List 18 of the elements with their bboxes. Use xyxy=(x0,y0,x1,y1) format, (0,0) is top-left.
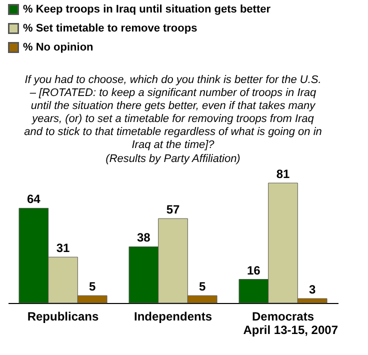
legend-label: % No opinion xyxy=(23,42,94,54)
data-label: 57 xyxy=(166,202,180,217)
data-label: 81 xyxy=(276,167,290,181)
data-label: 3 xyxy=(308,282,316,297)
text: April 13-15, 2007 xyxy=(243,323,338,337)
legend-label: % Keep troops in Iraq until situation gets better xyxy=(23,4,272,16)
chart-subtitle: (Results by Party Affiliation) xyxy=(106,153,241,165)
data-label: 5 xyxy=(198,280,206,294)
legend-label: % Set timetable to remove troops xyxy=(23,22,198,34)
data-label: 16 xyxy=(246,263,261,278)
x-tick-label: Republicans xyxy=(27,310,99,324)
x-tick-label: Democrats xyxy=(252,310,314,324)
data-label: 38 xyxy=(136,230,151,245)
data-label: 31 xyxy=(56,241,70,256)
x-tick-label: Independents xyxy=(134,310,212,324)
chart-title: If you had to choose, which do you think is better for the U.S. – [ROTATED: to keep a significant number of troops in Iraq until the situation there gets better, even if that takes many years, (or) to set a timetable for removing troops from Iraq and to stick to that timetable regardless of what is going on in Iraq at the time]? xyxy=(24,74,322,151)
data-label: 5 xyxy=(88,280,96,294)
data-label: 64 xyxy=(26,192,41,206)
